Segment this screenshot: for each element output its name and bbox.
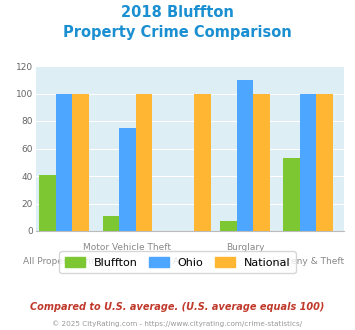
Text: Burglary: Burglary bbox=[226, 243, 264, 251]
Bar bbox=[237, 80, 253, 231]
Text: Motor Vehicle Theft: Motor Vehicle Theft bbox=[83, 243, 171, 251]
Legend: Bluffton, Ohio, National: Bluffton, Ohio, National bbox=[59, 251, 296, 273]
Bar bbox=[56, 93, 72, 231]
Bar bbox=[300, 93, 316, 231]
Bar bbox=[195, 93, 211, 231]
Text: All Property Crime: All Property Crime bbox=[23, 257, 105, 266]
Bar bbox=[220, 221, 237, 231]
Bar bbox=[39, 175, 56, 231]
Bar bbox=[72, 93, 89, 231]
Text: 2018 Bluffton: 2018 Bluffton bbox=[121, 5, 234, 20]
Bar bbox=[136, 93, 152, 231]
Bar bbox=[316, 93, 333, 231]
Bar bbox=[283, 158, 300, 231]
Text: Arson: Arson bbox=[173, 257, 199, 266]
Text: Compared to U.S. average. (U.S. average equals 100): Compared to U.S. average. (U.S. average … bbox=[30, 302, 325, 312]
Bar bbox=[119, 128, 136, 231]
Bar bbox=[253, 93, 270, 231]
Text: Property Crime Comparison: Property Crime Comparison bbox=[63, 25, 292, 40]
Text: © 2025 CityRating.com - https://www.cityrating.com/crime-statistics/: © 2025 CityRating.com - https://www.city… bbox=[53, 320, 302, 327]
Bar bbox=[103, 216, 119, 231]
Text: Larceny & Theft: Larceny & Theft bbox=[272, 257, 344, 266]
